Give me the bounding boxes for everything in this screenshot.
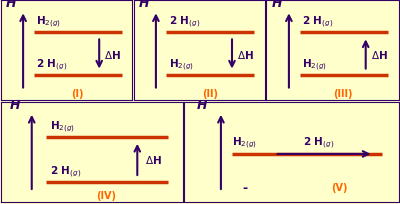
- Text: 2 H$_{(g)}$: 2 H$_{(g)}$: [302, 135, 334, 150]
- Text: (V): (V): [331, 182, 347, 192]
- Text: 2 H$_{(g)}$: 2 H$_{(g)}$: [50, 164, 81, 179]
- Text: $\Delta$H: $\Delta$H: [144, 154, 162, 166]
- Text: H: H: [272, 0, 282, 10]
- Text: $\Delta$H: $\Delta$H: [237, 49, 254, 61]
- Text: H$_{2(g)}$: H$_{2(g)}$: [232, 135, 257, 150]
- Text: H: H: [6, 0, 16, 10]
- Text: (IV): (IV): [96, 190, 116, 200]
- Text: H: H: [10, 99, 21, 111]
- Text: 2 H$_{(g)}$: 2 H$_{(g)}$: [36, 58, 68, 73]
- Text: H$_{2(g)}$: H$_{2(g)}$: [169, 58, 194, 73]
- Text: H$_{2(g)}$: H$_{2(g)}$: [50, 119, 75, 134]
- Text: 2 H$_{(g)}$: 2 H$_{(g)}$: [302, 15, 333, 30]
- Text: $\Delta$H: $\Delta$H: [371, 49, 388, 61]
- Text: H: H: [139, 0, 149, 10]
- Text: H: H: [196, 99, 207, 111]
- Text: (III): (III): [334, 89, 353, 99]
- Text: H$_{2(g)}$: H$_{2(g)}$: [36, 15, 61, 30]
- Text: 2 H$_{(g)}$: 2 H$_{(g)}$: [169, 15, 200, 30]
- Text: H$_{2(g)}$: H$_{2(g)}$: [302, 58, 327, 73]
- Text: (II): (II): [202, 89, 218, 99]
- Text: $\Delta$H: $\Delta$H: [104, 49, 121, 61]
- Text: -: -: [242, 181, 247, 194]
- Text: (I): (I): [71, 89, 83, 99]
